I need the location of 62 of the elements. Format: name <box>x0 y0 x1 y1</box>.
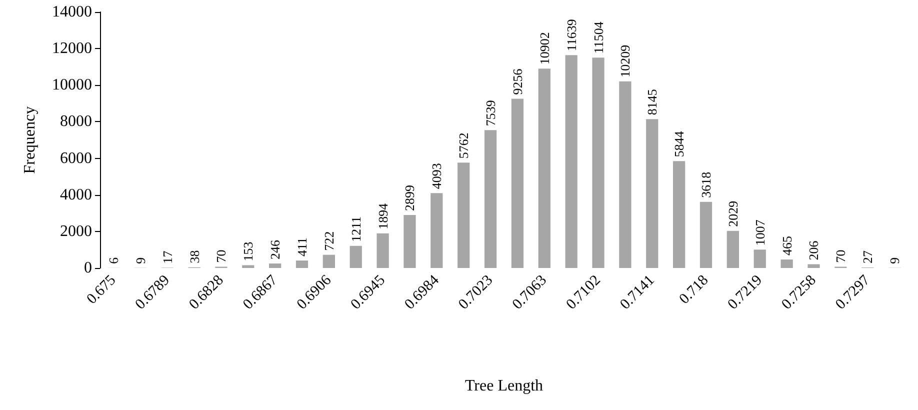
data-label: 27 <box>860 250 876 264</box>
y-tick-label: 8000 <box>60 113 92 130</box>
data-label: 1894 <box>375 202 390 230</box>
data-label: 2899 <box>402 184 418 211</box>
y-tick-label: 4000 <box>60 186 92 204</box>
data-label: 6 <box>106 256 121 264</box>
data-label: 2029 <box>725 200 740 227</box>
data-label: 465 <box>779 236 794 256</box>
data-label: 8145 <box>644 89 660 116</box>
data-label: 5762 <box>456 132 472 159</box>
data-label: 153 <box>240 242 256 262</box>
bar <box>296 260 308 268</box>
bar <box>592 58 604 268</box>
bar <box>754 250 766 268</box>
bar <box>242 265 254 268</box>
bar <box>350 246 362 268</box>
data-label: 9 <box>887 257 902 264</box>
y-axis-title: Frequency <box>22 106 38 174</box>
data-label: 38 <box>186 250 202 264</box>
bar <box>565 55 578 268</box>
x-axis-title: Tree Length <box>464 378 544 394</box>
data-label: 246 <box>268 240 283 260</box>
data-label: 70 <box>214 250 229 263</box>
bar <box>808 264 820 268</box>
y-tick-label: 2000 <box>60 222 92 240</box>
data-label: 1211 <box>348 216 364 242</box>
y-tick-label: 12000 <box>52 40 92 58</box>
data-label: 5844 <box>672 130 687 158</box>
data-label: 9256 <box>510 68 525 95</box>
bar <box>646 119 658 268</box>
bar <box>619 81 632 268</box>
data-label: 11639 <box>564 19 579 52</box>
data-label: 4093 <box>429 163 444 190</box>
data-label: 11504 <box>590 21 606 54</box>
bar <box>376 233 389 268</box>
bar <box>538 68 550 268</box>
data-label: 206 <box>806 240 822 260</box>
data-label: 70 <box>833 250 848 263</box>
data-label: 3618 <box>698 172 714 198</box>
bar <box>511 98 524 268</box>
data-label: 10209 <box>618 44 633 78</box>
bar <box>269 264 282 268</box>
bar <box>322 254 335 268</box>
y-tick-label: 14000 <box>52 4 92 20</box>
bar <box>700 202 712 268</box>
bar <box>726 230 739 268</box>
data-label: 17 <box>160 250 175 264</box>
bar <box>484 130 497 268</box>
data-label: 722 <box>321 231 336 251</box>
data-label: 1007 <box>752 219 768 246</box>
data-label: 10902 <box>536 32 552 65</box>
bar <box>430 193 443 268</box>
y-tick-label: 10000 <box>52 76 92 94</box>
data-label: 9 <box>132 257 148 264</box>
data-label: 411 <box>294 237 310 256</box>
bar <box>780 259 793 268</box>
bar <box>673 161 686 268</box>
y-tick-label: 0 <box>84 260 92 276</box>
data-label: 7539 <box>483 100 498 126</box>
y-tick-label: 6000 <box>60 150 92 167</box>
bar <box>404 214 416 268</box>
bar <box>458 162 470 268</box>
